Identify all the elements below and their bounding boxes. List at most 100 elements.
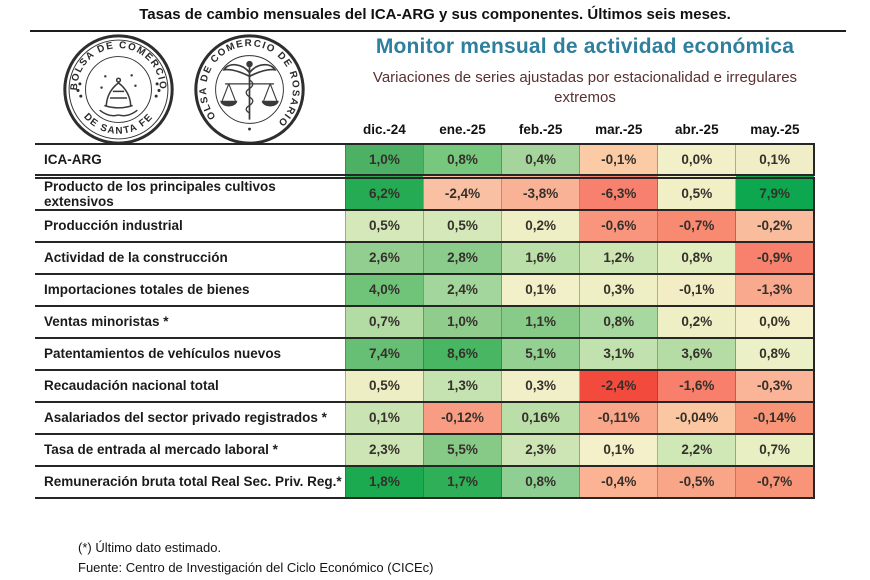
value-cell: 0,8%: [422, 143, 502, 179]
value-cell: 2,8%: [422, 240, 502, 275]
row-label: Tasa de entrada al mercado laboral *: [35, 432, 346, 467]
value-cell: 0,1%: [344, 400, 424, 435]
value-cell: 0,0%: [657, 143, 736, 179]
column-header: dic.-24: [363, 122, 406, 137]
value-cell: -0,1%: [579, 143, 658, 179]
value-cell: -6,3%: [579, 175, 658, 211]
value-cell: 1,8%: [344, 464, 424, 499]
value-cell: -0,3%: [735, 368, 816, 403]
value-cell: -0,9%: [735, 240, 816, 275]
value-cell: 4,0%: [344, 272, 424, 307]
value-cell: 0,0%: [735, 304, 816, 339]
row-label: ICA-ARG: [35, 143, 346, 179]
value-cell: 7,9%: [735, 175, 816, 211]
value-cell: -0,1%: [657, 272, 736, 307]
value-cell: -0,6%: [579, 208, 658, 243]
table-row: Tasa de entrada al mercado laboral * 2,3%…: [35, 432, 816, 467]
report-header: Monitor mensual de actividad económica V…: [348, 35, 822, 109]
row-label: Producto de los principales cultivos ext…: [35, 175, 346, 211]
table-row: Actividad de la construcción 2,6% 2,8% 1,6%…: [35, 240, 816, 275]
table-row: Ventas minoristas * 0,7% 1,0% 1,1% 0,8% 0,2% 0…: [35, 304, 816, 339]
value-cell: 1,6%: [501, 240, 580, 275]
value-cell: 1,1%: [501, 304, 580, 339]
value-cell: 0,5%: [422, 208, 502, 243]
report-title: Monitor mensual de actividad económica: [375, 35, 795, 58]
value-cell: 0,16%: [501, 400, 580, 435]
value-cell: 8,6%: [422, 336, 502, 371]
table-row: Importaciones totales de bienes 4,0% 2,4% 0…: [35, 272, 816, 307]
value-cell: 2,4%: [422, 272, 502, 307]
column-header: abr.-25: [675, 122, 719, 137]
column-header-row: dic.-24 ene.-25 feb.-25 mar.-25 abr.-25 may.-…: [35, 114, 814, 144]
table-row: Producto de los principales cultivos ext…: [35, 175, 816, 211]
table-row: Patentamientos de vehículos nuevos 7,4% 8,…: [35, 336, 816, 371]
row-label: Producción industrial: [35, 208, 346, 243]
column-header: mar.-25: [595, 122, 643, 137]
row-label: Ventas minoristas *: [35, 304, 346, 339]
value-cell: 0,2%: [501, 208, 580, 243]
value-cell: 0,3%: [579, 272, 658, 307]
value-cell: 0,5%: [344, 208, 424, 243]
value-cell: 1,2%: [579, 240, 658, 275]
footnote: (*) Último dato estimado.: [78, 540, 222, 555]
value-cell: 0,7%: [344, 304, 424, 339]
value-cell: -0,12%: [422, 400, 502, 435]
heatmap-table: dic.-24 ene.-25 feb.-25 mar.-25 abr.-25 may.-…: [35, 114, 816, 499]
value-cell: 7,4%: [344, 336, 424, 371]
value-cell: 2,3%: [344, 432, 424, 467]
value-cell: 1,7%: [422, 464, 502, 499]
value-cell: -2,4%: [422, 175, 502, 211]
row-label: Patentamientos de vehículos nuevos: [35, 336, 346, 371]
row-label: Recaudación nacional total: [35, 368, 346, 403]
value-cell: -0,04%: [657, 400, 736, 435]
source-note: Fuente: Centro de Investigación del Cicl…: [78, 560, 434, 575]
table-row: Producción industrial 0,5% 0,5% 0,2% -0,6% -0…: [35, 208, 816, 243]
value-cell: 0,8%: [735, 336, 816, 371]
report-subtitle: Variaciones de series ajustadas por esta…: [372, 69, 798, 107]
value-cell: 0,1%: [735, 143, 816, 179]
value-cell: -1,6%: [657, 368, 736, 403]
value-cell: 0,3%: [501, 368, 580, 403]
row-label: Remuneración bruta total Real Sec. Priv.…: [35, 464, 346, 499]
value-cell: 0,5%: [657, 175, 736, 211]
page-title: Tasas de cambio mensuales del ICA-ARG y …: [139, 6, 731, 23]
logos: BOLSA DE COMERCIO DE SANTA FE: [62, 33, 306, 146]
value-cell: -0,4%: [579, 464, 658, 499]
row-label: Actividad de la construcción: [35, 240, 346, 275]
value-cell: 0,8%: [657, 240, 736, 275]
value-cell: -0,5%: [657, 464, 736, 499]
seal-bottom-dot: [248, 127, 251, 131]
value-cell: 2,6%: [344, 240, 424, 275]
row-label: Importaciones totales de bienes: [35, 272, 346, 307]
value-cell: 0,5%: [344, 368, 424, 403]
caduceus-scales-icon: [220, 60, 279, 120]
column-header: feb.-25: [518, 122, 563, 137]
value-cell: 6,2%: [344, 175, 424, 211]
value-cell: 5,5%: [422, 432, 502, 467]
table-row: Remuneración bruta total Real Sec. Priv.…: [35, 464, 816, 499]
value-cell: 0,2%: [657, 304, 736, 339]
value-cell: -0,11%: [579, 400, 658, 435]
value-cell: 5,1%: [501, 336, 580, 371]
value-cell: -1,3%: [735, 272, 816, 307]
value-cell: 0,4%: [501, 143, 580, 179]
value-cell: -0,7%: [657, 208, 736, 243]
value-cell: 0,1%: [579, 432, 658, 467]
value-cell: 3,1%: [579, 336, 658, 371]
table-row: ICA-ARG 1,0% 0,8% 0,4% -0,1% 0,0% 0,1%: [35, 143, 816, 179]
value-cell: 0,7%: [735, 432, 816, 467]
value-cell: -0,14%: [735, 400, 816, 435]
santa-fe-seal-logo: BOLSA DE COMERCIO DE SANTA FE: [63, 34, 174, 145]
column-header: may.-25: [750, 122, 800, 137]
table-row: Asalariados del sector privado registrad…: [35, 400, 816, 435]
value-cell: -0,7%: [735, 464, 816, 499]
title-divider: [30, 30, 846, 32]
value-cell: 3,6%: [657, 336, 736, 371]
value-cell: 0,8%: [579, 304, 658, 339]
value-cell: 2,3%: [501, 432, 580, 467]
value-cell: -3,8%: [501, 175, 580, 211]
row-label: Asalariados del sector privado registrad…: [35, 400, 346, 435]
seal-side-dots: [76, 82, 161, 98]
value-cell: 1,0%: [422, 304, 502, 339]
